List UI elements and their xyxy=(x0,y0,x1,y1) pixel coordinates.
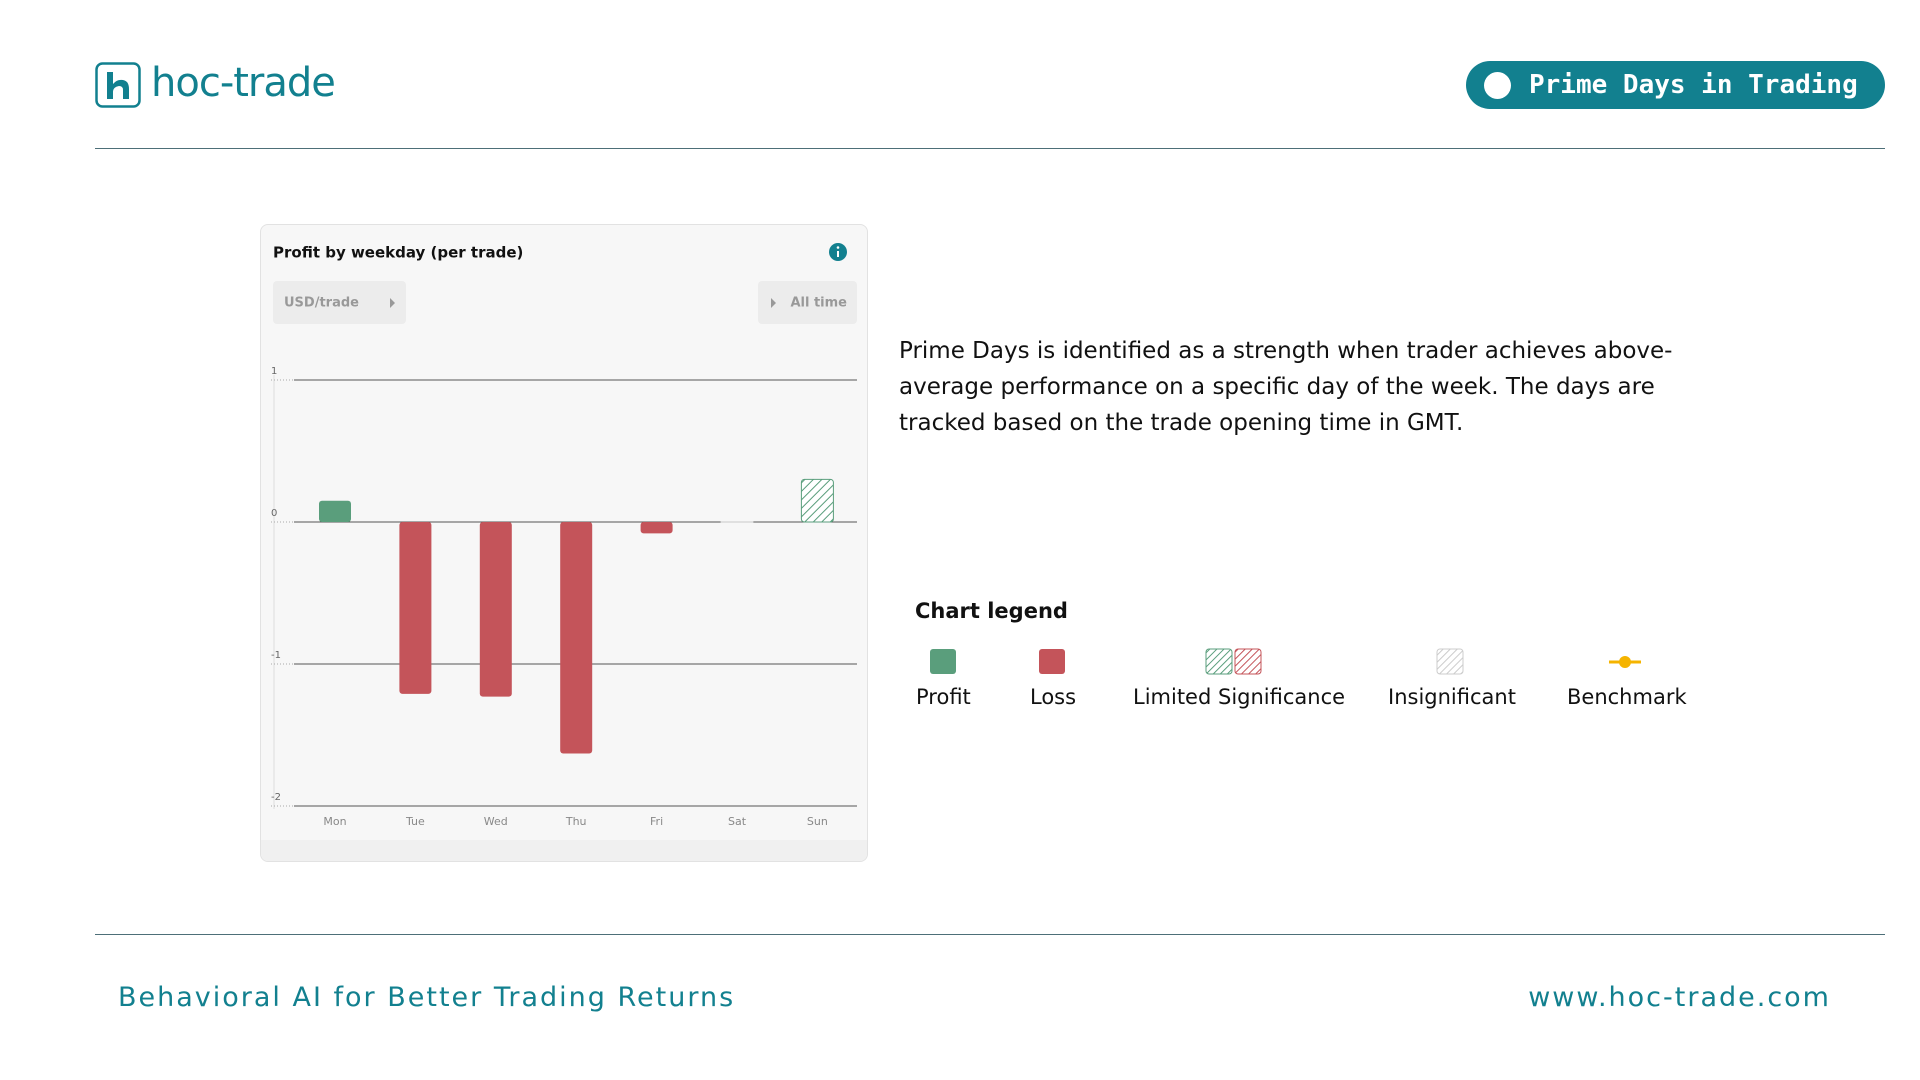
legend-swatch xyxy=(1436,648,1464,675)
bar xyxy=(800,478,834,523)
y-tick-label: 1 xyxy=(271,366,277,377)
y-tick-label: -1 xyxy=(271,650,281,661)
legend-label: Benchmark xyxy=(1567,685,1687,709)
url[interactable]: www.hoc-trade.com xyxy=(1528,982,1831,1013)
divider xyxy=(95,148,1885,149)
x-tick-label: Tue xyxy=(405,815,425,828)
card-footer xyxy=(261,840,867,861)
chart-title: Profit by weekday (per trade) xyxy=(273,244,523,262)
legend-dot xyxy=(1619,656,1631,668)
legend-label: Profit xyxy=(916,685,971,709)
chart-card: Profit by weekday (per trade) USD/trade … xyxy=(260,224,868,862)
x-tick-label: Sun xyxy=(807,815,828,828)
x-tick-label: Wed xyxy=(484,815,508,828)
y-tick-label: 0 xyxy=(271,508,277,519)
chart: Profit by weekday (per trade) USD/trade … xyxy=(261,243,867,861)
legend-swatch xyxy=(1234,648,1262,675)
legend-icons xyxy=(930,648,1641,675)
legend-title: Chart legend xyxy=(915,599,1068,623)
x-tick-label: Thu xyxy=(565,815,587,828)
selector-arrow xyxy=(771,298,776,308)
bar xyxy=(319,500,351,522)
divider xyxy=(95,934,1885,935)
unit-selector-text: USD/trade xyxy=(284,296,359,311)
unit-selector[interactable] xyxy=(273,281,406,324)
tagline: Behavioral AI for Better Trading Returns xyxy=(118,982,736,1013)
legend-swatch xyxy=(930,649,956,674)
x-tick-label: Fri xyxy=(650,815,663,828)
badge-dot xyxy=(1484,72,1511,99)
info-glyph xyxy=(836,246,840,249)
bar xyxy=(479,522,512,697)
selector-arrow xyxy=(390,298,395,308)
legend-swatch xyxy=(1039,649,1065,674)
legend-label: Insignificant xyxy=(1388,685,1516,709)
bar xyxy=(560,522,593,754)
badge: Prime Days in Trading xyxy=(1466,61,1885,109)
x-tick-label: Sat xyxy=(728,815,747,828)
badge-text: Prime Days in Trading xyxy=(1529,70,1858,100)
legend-label: Loss xyxy=(1030,685,1077,709)
y-tick-label: -2 xyxy=(271,792,281,803)
legend-swatch xyxy=(1205,648,1233,675)
bar xyxy=(640,522,673,534)
info-glyph xyxy=(837,251,839,257)
bar xyxy=(399,522,432,694)
period-selector-text: All time xyxy=(790,296,847,311)
description: Prime Days is identified as a strength w… xyxy=(899,338,1673,436)
x-tick-label: Mon xyxy=(323,815,346,828)
logo-icon xyxy=(95,62,141,108)
logo-text: hoc-trade xyxy=(151,60,336,106)
period-selector[interactable] xyxy=(758,281,857,324)
legend-label: Limited Significance xyxy=(1133,685,1346,709)
